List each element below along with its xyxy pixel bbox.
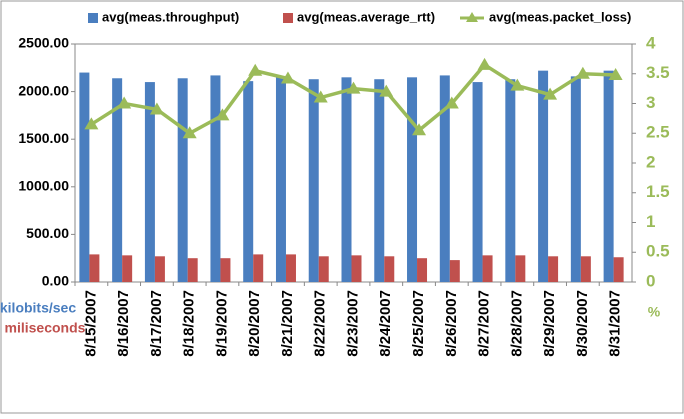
- x-tick-label: 8/25/2007: [410, 290, 427, 357]
- y2-tick-label: 2.5: [646, 123, 670, 142]
- marker: [477, 57, 492, 70]
- x-tick-label: 8/29/2007: [541, 290, 558, 357]
- x-tick-label: 8/23/2007: [344, 290, 361, 357]
- bar: [308, 79, 319, 282]
- x-tick-label: 8/19/2007: [213, 290, 230, 357]
- bar: [122, 255, 133, 282]
- bar: [285, 254, 296, 282]
- bar: [449, 260, 460, 282]
- bar: [154, 256, 165, 282]
- bar: [613, 257, 624, 282]
- x-tick-label: 8/31/2007: [607, 290, 624, 357]
- marker: [346, 81, 361, 94]
- y-tick-label: 1500.00: [18, 130, 69, 146]
- bar: [253, 254, 264, 282]
- bar: [439, 75, 450, 282]
- bar: [417, 258, 428, 282]
- marker: [313, 90, 328, 103]
- bar: [351, 255, 362, 282]
- marker: [510, 78, 525, 91]
- x-tick-label: 8/24/2007: [377, 290, 394, 357]
- marker: [149, 102, 164, 115]
- x-tick-label: 8/26/2007: [443, 290, 460, 357]
- bar: [538, 70, 549, 282]
- marker: [444, 96, 459, 109]
- y-axis-label: kilobits/sec: [0, 300, 76, 316]
- x-tick-label: 8/17/2007: [148, 290, 165, 357]
- y2-tick-label: 2: [646, 152, 655, 171]
- bar: [603, 70, 614, 282]
- x-tick-label: 8/18/2007: [181, 290, 198, 357]
- bar: [384, 256, 395, 282]
- bar: [548, 256, 559, 282]
- y2-tick-label: 3.5: [646, 63, 670, 82]
- legend-label: avg(meas.throughput): [102, 9, 239, 24]
- bar: [580, 256, 591, 282]
- bar: [275, 77, 286, 282]
- bar: [515, 255, 526, 282]
- legend-swatch: [283, 13, 293, 23]
- y-tick-label: 2000.00: [18, 82, 69, 98]
- bar: [407, 77, 418, 282]
- bar: [472, 82, 483, 282]
- y2-tick-label: 0: [646, 271, 655, 290]
- marker: [117, 96, 132, 109]
- marker: [182, 126, 197, 139]
- y-tick-label: 500.00: [26, 225, 69, 241]
- marker: [608, 67, 623, 80]
- legend-swatch: [88, 13, 98, 23]
- legend-label: avg(meas.packet_loss): [489, 9, 631, 24]
- bar: [570, 76, 581, 282]
- y2-tick-label: 4: [646, 33, 656, 52]
- x-tick-label: 8/15/2007: [82, 290, 99, 357]
- bar: [112, 78, 123, 282]
- x-tick-label: 8/27/2007: [476, 290, 493, 357]
- legend-swatch: [466, 12, 478, 22]
- marker: [84, 117, 99, 130]
- bar: [482, 255, 493, 282]
- x-tick-label: 8/28/2007: [508, 290, 525, 357]
- marker: [543, 87, 558, 100]
- marker: [248, 63, 263, 76]
- x-tick-label: 8/20/2007: [246, 290, 263, 357]
- marker: [280, 71, 295, 84]
- y2-tick-label: 0.5: [646, 242, 670, 261]
- y2-tick-label: 1: [646, 212, 655, 231]
- bar: [318, 256, 329, 282]
- marker: [575, 66, 590, 79]
- x-tick-label: 8/30/2007: [574, 290, 591, 357]
- marker: [412, 123, 427, 136]
- bar: [374, 79, 385, 282]
- y-axis-label-secondary: miliseconds: [5, 320, 86, 336]
- marker: [379, 84, 394, 97]
- bar: [243, 81, 254, 283]
- y-tick-label: 0.00: [42, 273, 69, 289]
- x-tick-label: 8/21/2007: [279, 290, 296, 357]
- bar: [89, 254, 100, 282]
- bar: [79, 72, 90, 282]
- y-tick-label: 2500.00: [18, 35, 69, 51]
- bar: [210, 75, 221, 282]
- y-tick-label: 1000.00: [18, 178, 69, 194]
- bar: [144, 82, 155, 282]
- y2-tick-label: 1.5: [646, 182, 670, 201]
- bar: [341, 77, 352, 282]
- bar: [220, 258, 231, 282]
- bar: [177, 78, 188, 282]
- y2-tick-label: 3: [646, 93, 655, 112]
- marker: [215, 108, 230, 121]
- bar: [187, 258, 198, 282]
- bar: [505, 79, 516, 282]
- legend-label: avg(meas.average_rtt): [297, 9, 435, 24]
- x-tick-label: 8/22/2007: [312, 290, 329, 357]
- y2-axis-label: %: [648, 304, 661, 320]
- x-tick-label: 8/16/2007: [115, 290, 132, 357]
